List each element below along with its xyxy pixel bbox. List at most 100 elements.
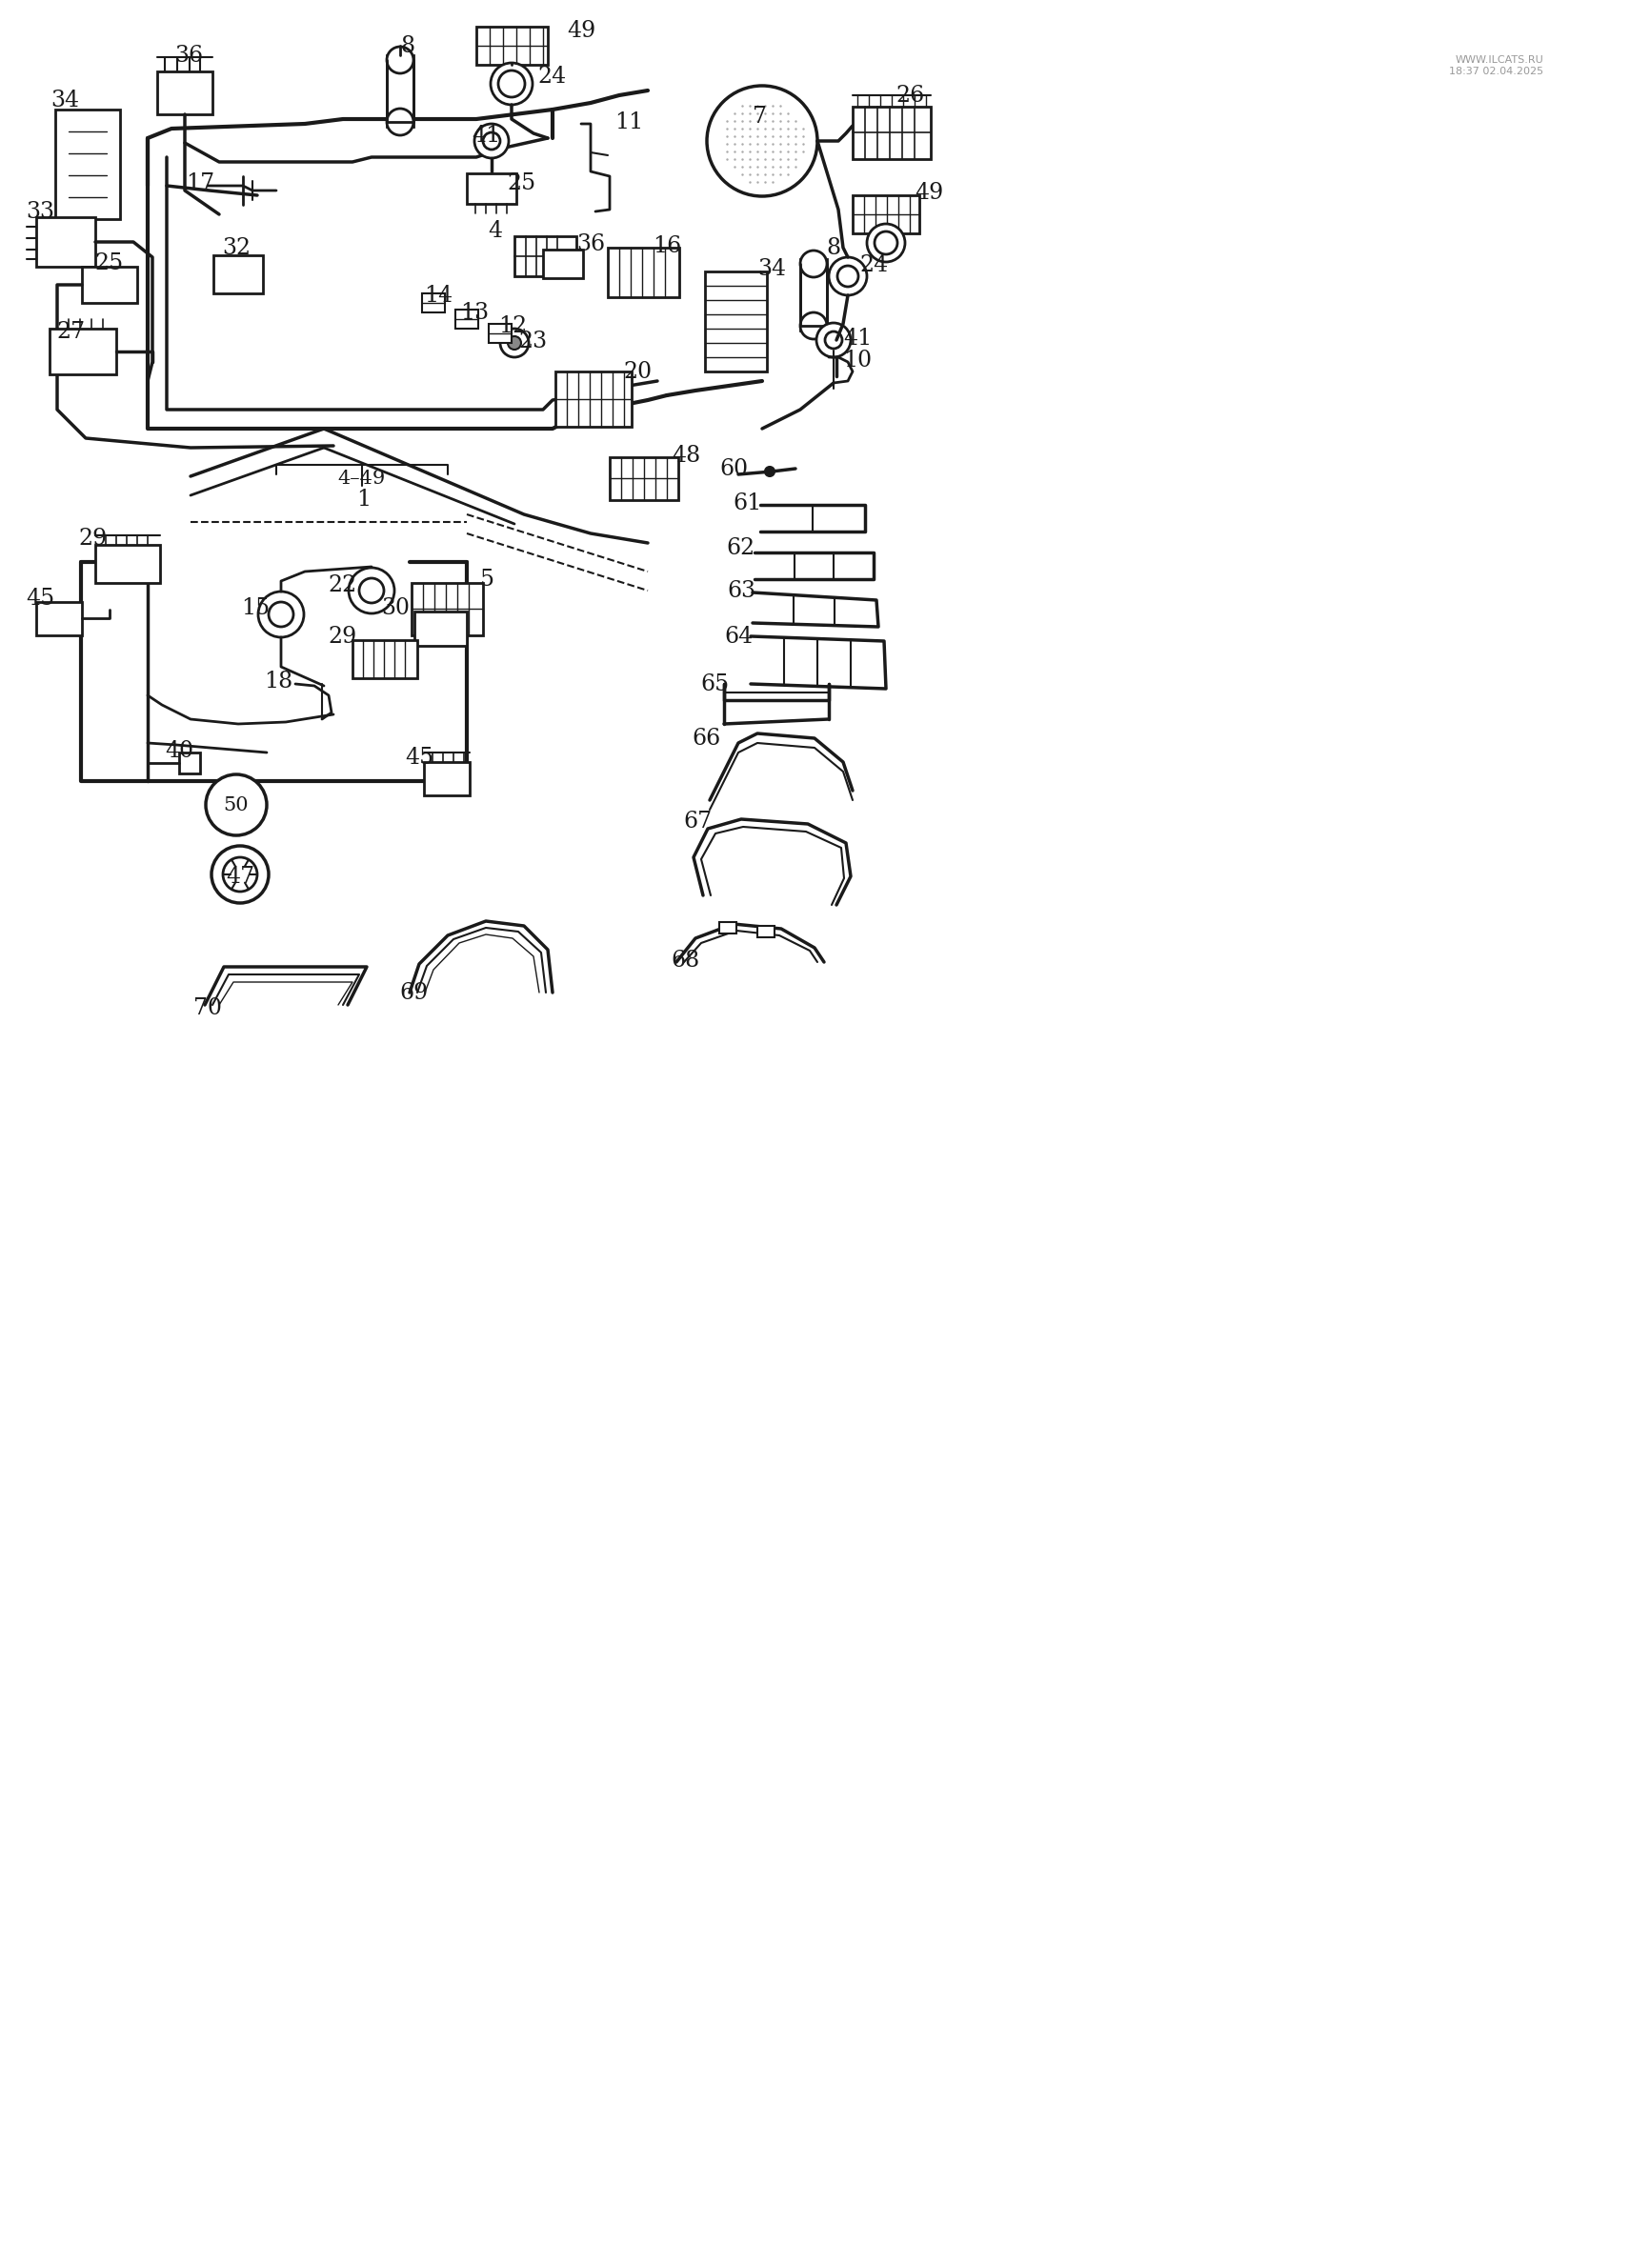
Bar bbox=[414, 612, 467, 646]
Circle shape bbox=[257, 592, 304, 637]
Text: 1: 1 bbox=[356, 488, 371, 510]
Bar bbox=[157, 70, 213, 113]
Bar bbox=[800, 259, 827, 331]
Bar bbox=[609, 458, 678, 499]
Text: 4: 4 bbox=[488, 220, 502, 240]
Text: 66: 66 bbox=[691, 728, 721, 748]
Text: 8: 8 bbox=[401, 34, 414, 57]
Text: 12: 12 bbox=[498, 315, 526, 336]
Text: 4–49: 4–49 bbox=[338, 469, 386, 488]
Text: 10: 10 bbox=[843, 349, 871, 372]
Text: 13: 13 bbox=[460, 302, 488, 324]
Bar bbox=[455, 308, 478, 329]
Text: 65: 65 bbox=[700, 674, 728, 694]
Text: 60: 60 bbox=[719, 458, 747, 479]
Bar bbox=[477, 27, 548, 66]
Circle shape bbox=[386, 109, 412, 136]
Bar bbox=[54, 109, 120, 220]
Text: 22: 22 bbox=[328, 574, 356, 596]
Bar bbox=[178, 753, 200, 773]
Bar bbox=[36, 218, 96, 268]
Text: 26: 26 bbox=[896, 84, 924, 107]
Text: 18: 18 bbox=[264, 669, 292, 692]
Circle shape bbox=[474, 125, 508, 159]
Text: 48: 48 bbox=[672, 445, 700, 467]
Circle shape bbox=[348, 567, 394, 612]
Text: 30: 30 bbox=[381, 596, 409, 619]
Text: 64: 64 bbox=[724, 626, 754, 646]
Circle shape bbox=[817, 322, 850, 356]
Bar bbox=[353, 640, 417, 678]
Text: 41: 41 bbox=[472, 125, 500, 145]
Text: 67: 67 bbox=[683, 810, 711, 832]
Text: 27: 27 bbox=[58, 320, 86, 342]
Bar bbox=[719, 923, 736, 934]
Bar bbox=[50, 329, 116, 374]
Bar bbox=[851, 195, 919, 234]
Text: 29: 29 bbox=[328, 626, 356, 646]
Text: 14: 14 bbox=[424, 284, 452, 306]
Text: 40: 40 bbox=[165, 739, 193, 762]
Circle shape bbox=[800, 313, 827, 340]
Text: 5: 5 bbox=[480, 569, 495, 590]
Circle shape bbox=[764, 467, 774, 476]
Text: 68: 68 bbox=[672, 950, 700, 971]
Text: 34: 34 bbox=[51, 88, 79, 111]
Text: 15: 15 bbox=[241, 596, 269, 619]
Text: 29: 29 bbox=[79, 526, 107, 549]
Text: 23: 23 bbox=[518, 331, 548, 352]
Text: 25: 25 bbox=[96, 252, 124, 274]
Circle shape bbox=[498, 70, 525, 98]
Text: 34: 34 bbox=[757, 259, 785, 279]
Bar bbox=[488, 324, 512, 342]
Circle shape bbox=[490, 64, 533, 104]
Circle shape bbox=[500, 329, 528, 356]
Text: 8: 8 bbox=[827, 236, 840, 259]
Text: 50: 50 bbox=[223, 796, 249, 814]
Text: 49: 49 bbox=[566, 20, 596, 41]
Bar bbox=[422, 293, 444, 313]
Text: 24: 24 bbox=[860, 254, 888, 277]
Bar bbox=[554, 372, 632, 426]
Text: 69: 69 bbox=[399, 982, 429, 1002]
Bar bbox=[96, 544, 160, 583]
Circle shape bbox=[825, 331, 842, 349]
Text: 47: 47 bbox=[226, 866, 254, 887]
Circle shape bbox=[360, 578, 384, 603]
Bar bbox=[515, 236, 576, 277]
Text: 36: 36 bbox=[175, 45, 203, 66]
Text: 45: 45 bbox=[26, 587, 54, 610]
Text: 49: 49 bbox=[914, 181, 942, 204]
Text: 25: 25 bbox=[508, 172, 536, 193]
Text: 33: 33 bbox=[26, 200, 54, 222]
Circle shape bbox=[206, 773, 267, 835]
Bar bbox=[607, 247, 678, 297]
Text: 11: 11 bbox=[614, 111, 644, 134]
Circle shape bbox=[828, 256, 866, 295]
Circle shape bbox=[223, 857, 257, 891]
Circle shape bbox=[706, 86, 817, 197]
Bar bbox=[467, 172, 516, 204]
Bar bbox=[36, 601, 82, 635]
Bar bbox=[851, 107, 931, 159]
Text: 70: 70 bbox=[193, 998, 221, 1018]
Circle shape bbox=[800, 249, 827, 277]
Text: 63: 63 bbox=[726, 581, 756, 601]
Text: 24: 24 bbox=[538, 66, 566, 86]
Circle shape bbox=[866, 225, 904, 261]
Bar bbox=[411, 583, 483, 635]
Bar bbox=[424, 762, 469, 796]
Text: 61: 61 bbox=[733, 492, 762, 515]
Bar bbox=[82, 268, 137, 304]
Circle shape bbox=[837, 265, 858, 286]
Circle shape bbox=[386, 48, 412, 73]
Text: 16: 16 bbox=[652, 236, 681, 256]
Bar bbox=[543, 249, 582, 279]
Text: 36: 36 bbox=[576, 234, 604, 254]
Text: 20: 20 bbox=[624, 361, 652, 383]
Circle shape bbox=[874, 231, 898, 254]
Circle shape bbox=[508, 336, 521, 349]
Text: WWW.ILCATS.RU
18:37 02.04.2025: WWW.ILCATS.RU 18:37 02.04.2025 bbox=[1449, 54, 1543, 75]
Bar bbox=[386, 54, 412, 127]
Circle shape bbox=[211, 846, 269, 903]
